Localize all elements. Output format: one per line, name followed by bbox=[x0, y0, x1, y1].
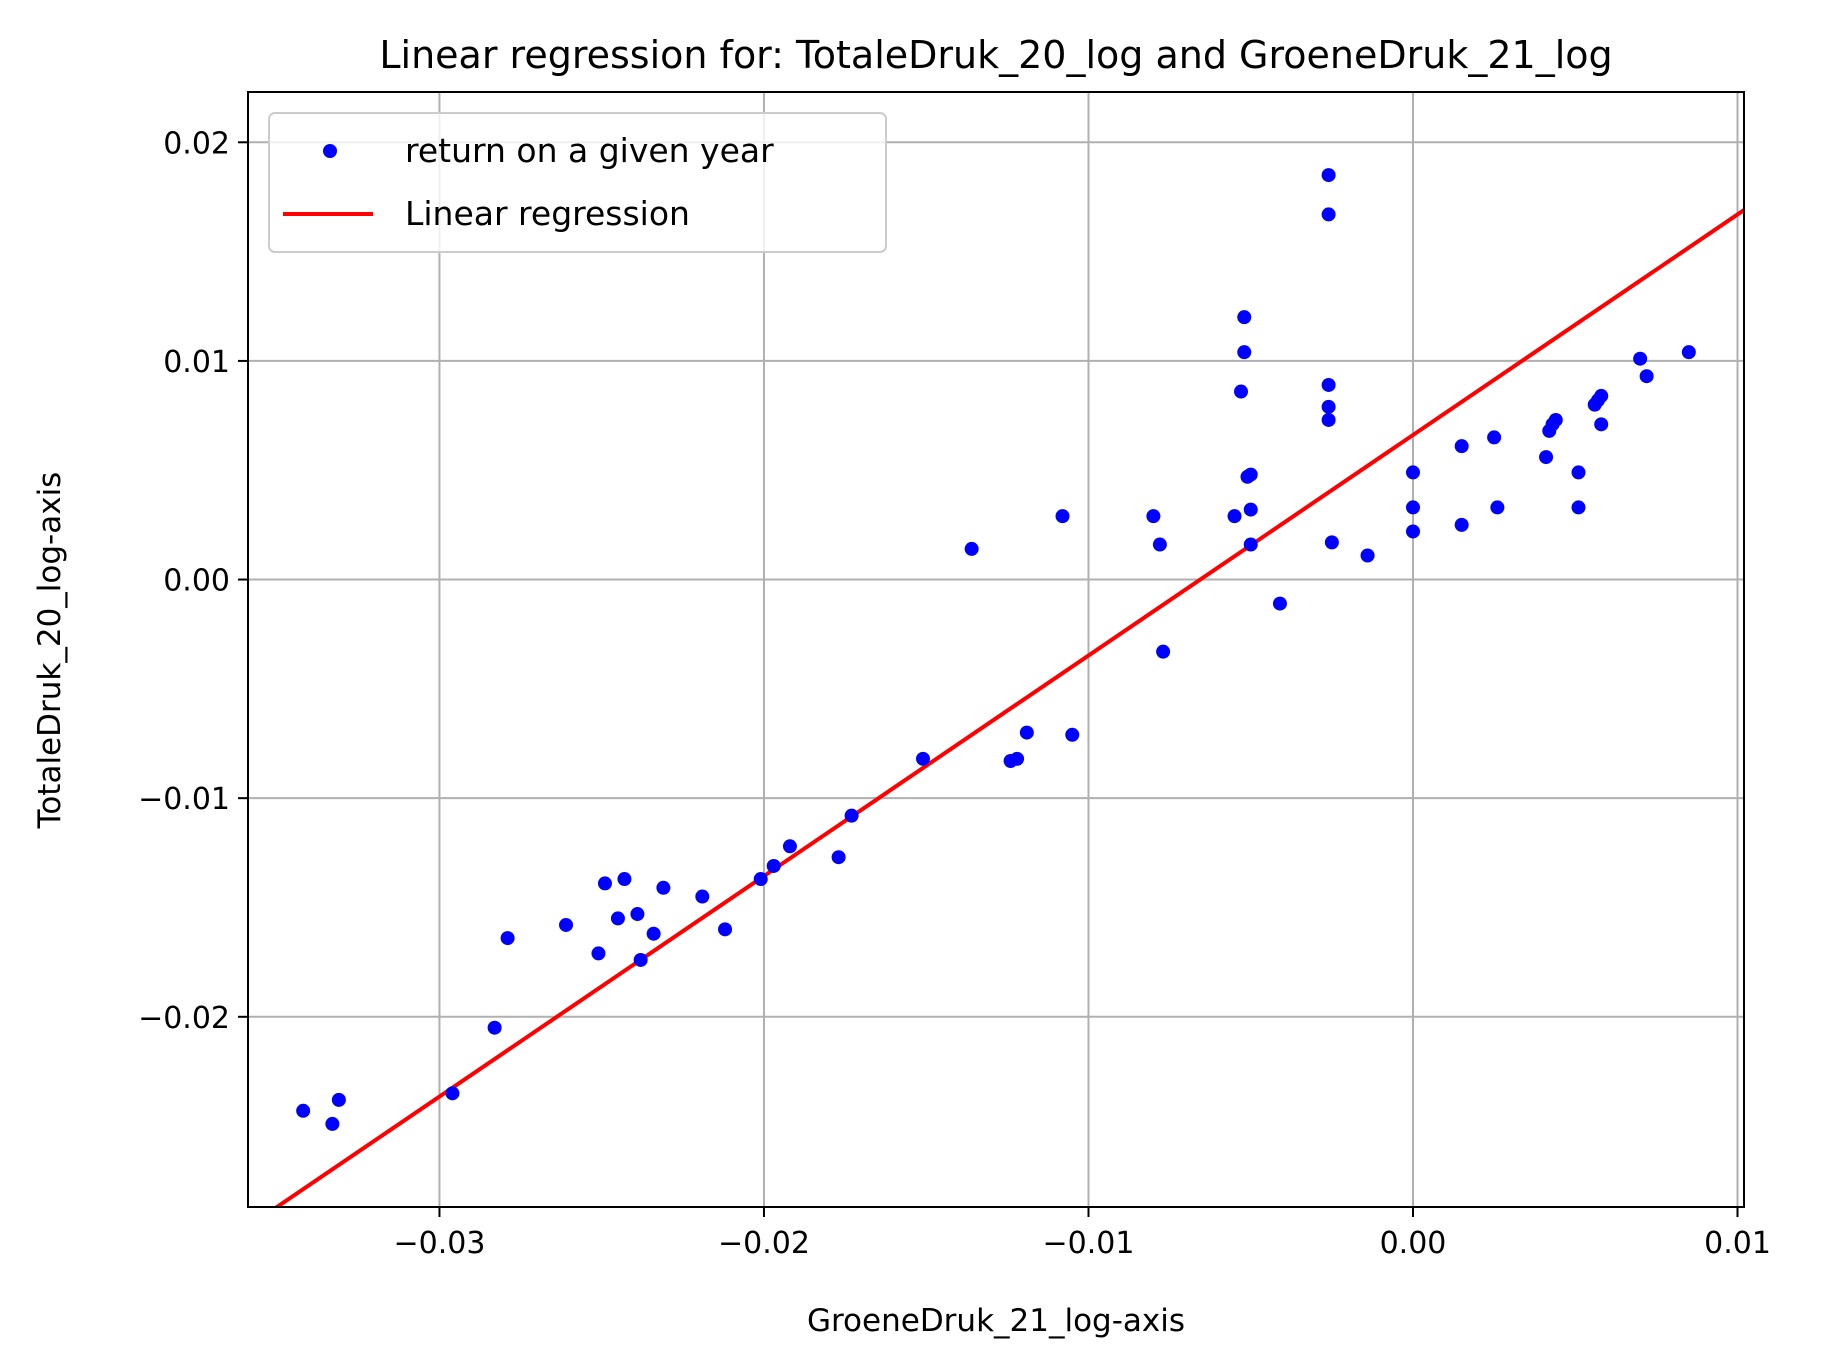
scatter-point bbox=[1594, 417, 1609, 432]
scatter-series bbox=[296, 168, 1696, 1131]
y-tick-label: 0.00 bbox=[163, 564, 230, 599]
scatter-point bbox=[646, 926, 661, 941]
y-tick-label: 0.02 bbox=[163, 126, 230, 161]
scatter-point bbox=[1237, 310, 1252, 325]
scatter-point bbox=[591, 946, 606, 961]
scatter-point bbox=[1405, 465, 1420, 480]
scatter-point bbox=[559, 917, 574, 932]
scatter-point bbox=[1243, 502, 1258, 517]
scatter-point bbox=[1321, 412, 1336, 427]
grid-lines bbox=[248, 92, 1744, 1207]
scatter-point bbox=[1321, 399, 1336, 414]
scatter-point bbox=[445, 1086, 460, 1101]
scatter-point bbox=[1272, 596, 1287, 611]
scatter-point bbox=[1571, 500, 1586, 515]
x-tick-label: 0.01 bbox=[1704, 1226, 1771, 1261]
scatter-point bbox=[1156, 644, 1171, 659]
scatter-point bbox=[718, 922, 733, 937]
scatter-point bbox=[1454, 517, 1469, 532]
scatter-point bbox=[1490, 500, 1505, 515]
scatter-point bbox=[1019, 725, 1034, 740]
x-tick-label: −0.02 bbox=[718, 1226, 810, 1261]
scatter-point bbox=[1405, 524, 1420, 539]
y-tick-label: −0.01 bbox=[138, 782, 230, 817]
scatter-point bbox=[331, 1092, 346, 1107]
scatter-point bbox=[487, 1020, 502, 1035]
scatter-point bbox=[1243, 467, 1258, 482]
scatter-point bbox=[782, 839, 797, 854]
scatter-point bbox=[1487, 430, 1502, 445]
scatter-point bbox=[753, 872, 768, 887]
scatter-point bbox=[1321, 377, 1336, 392]
legend-marker-scatter bbox=[323, 144, 337, 158]
scatter-point bbox=[1227, 509, 1242, 524]
scatter-point bbox=[617, 872, 632, 887]
scatter-point bbox=[1360, 548, 1375, 563]
scatter-point bbox=[1454, 439, 1469, 454]
y-tick-label: −0.02 bbox=[138, 1001, 230, 1036]
x-axis-ticks: −0.03 −0.02 −0.01 0.00 0.01 bbox=[393, 1207, 1771, 1261]
x-tick-label: −0.03 bbox=[393, 1226, 485, 1261]
x-tick-label: −0.01 bbox=[1043, 1226, 1135, 1261]
scatter-point bbox=[1055, 509, 1070, 524]
regression-line bbox=[273, 208, 1744, 1207]
scatter-point bbox=[1681, 345, 1696, 360]
scatter-point bbox=[1065, 727, 1080, 742]
legend: return on a given year Linear regression bbox=[268, 112, 887, 253]
scatter-point bbox=[831, 850, 846, 865]
scatter-point bbox=[1548, 412, 1563, 427]
scatter-point bbox=[656, 880, 671, 895]
legend-box bbox=[268, 112, 887, 253]
legend-label-line: Linear regression bbox=[405, 194, 690, 233]
scatter-point bbox=[1639, 369, 1654, 384]
y-tick-label: 0.01 bbox=[163, 345, 230, 380]
y-axis-ticks: −0.02 −0.01 0.00 0.01 0.02 bbox=[138, 126, 248, 1036]
scatter-point bbox=[633, 952, 648, 967]
scatter-point bbox=[1321, 207, 1336, 222]
legend-label-scatter: return on a given year bbox=[405, 131, 774, 170]
x-tick-label: 0.00 bbox=[1380, 1226, 1447, 1261]
scatter-point bbox=[1237, 345, 1252, 360]
plot-frame bbox=[247, 91, 1745, 1208]
scatter-point bbox=[1146, 509, 1161, 524]
scatter-point bbox=[1324, 535, 1339, 550]
scatter-point bbox=[630, 907, 645, 922]
scatter-point bbox=[1010, 751, 1025, 766]
scatter-point bbox=[1539, 450, 1554, 465]
regression-series bbox=[273, 208, 1744, 1207]
scatter-point bbox=[1243, 537, 1258, 552]
scatter-point bbox=[1633, 351, 1648, 366]
scatter-point bbox=[597, 876, 612, 891]
scatter-point bbox=[695, 889, 710, 904]
scatter-point bbox=[500, 931, 515, 946]
scatter-point bbox=[296, 1103, 311, 1118]
scatter-point bbox=[766, 858, 781, 873]
x-axis-title: GroeneDruk_21_log-axis bbox=[807, 1303, 1185, 1339]
scatter-point bbox=[1234, 384, 1249, 399]
scatter-point bbox=[1405, 500, 1420, 515]
scatter-point bbox=[1594, 388, 1609, 403]
chart-title: Linear regression for: TotaleDruk_20_log… bbox=[379, 33, 1612, 77]
scatter-point bbox=[915, 751, 930, 766]
scatter-point bbox=[325, 1116, 340, 1131]
scatter-point bbox=[1152, 537, 1167, 552]
scatter-point bbox=[1571, 465, 1586, 480]
scatter-point bbox=[964, 541, 979, 556]
scatter-point bbox=[1321, 168, 1336, 183]
scatter-point bbox=[610, 911, 625, 926]
y-axis-title: TotaleDruk_20_log-axis bbox=[32, 472, 68, 830]
scatter-point bbox=[844, 808, 859, 823]
